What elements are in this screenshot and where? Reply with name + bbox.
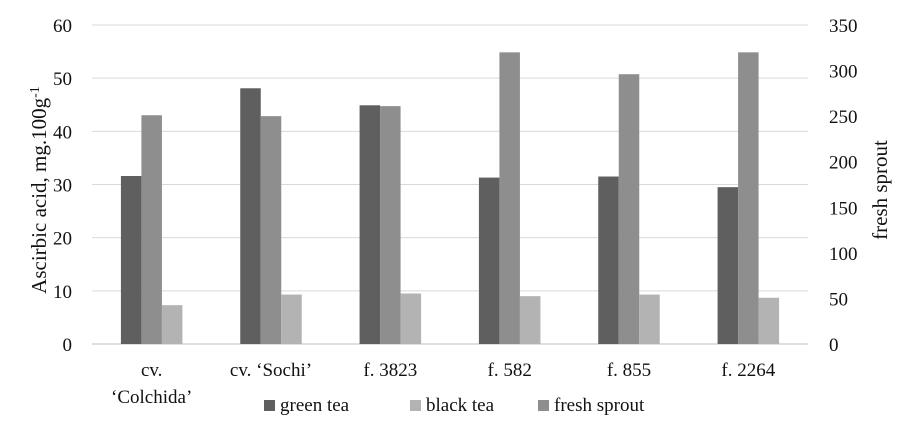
bar-black-tea xyxy=(161,305,183,344)
legend: green tea black tea fresh sprout xyxy=(264,395,645,416)
right-tick-label: 150 xyxy=(829,198,858,219)
legend-swatch xyxy=(538,400,549,411)
bar-fresh-sprout xyxy=(380,106,401,344)
right-tick-label: 300 xyxy=(829,62,858,83)
left-tick-label: 30 xyxy=(53,176,72,197)
right-tick-label: 0 xyxy=(829,335,839,356)
y-axis-title: Ascirbic acid, mg.100g-1 xyxy=(27,86,51,294)
y2-axis-title: fresh sprout xyxy=(868,140,892,240)
left-axis-ticks: 0 10 20 30 40 50 60 xyxy=(53,16,72,356)
left-tick-label: 40 xyxy=(53,122,72,143)
right-tick-label: 100 xyxy=(829,244,858,265)
left-tick-label: 60 xyxy=(53,16,72,37)
bar-fresh-sprout xyxy=(499,52,520,344)
bar-green-tea xyxy=(717,187,739,344)
legend-label: green tea xyxy=(280,395,350,416)
category-label: cv. ‘Colchida’ xyxy=(111,360,192,408)
right-tick-label: 350 xyxy=(829,16,858,37)
category-label: f. 582 xyxy=(488,360,532,381)
bar-green-tea xyxy=(598,176,619,344)
category-label: f. 2264 xyxy=(721,360,775,381)
left-tick-label: 10 xyxy=(53,282,72,303)
bar-black-tea xyxy=(400,293,422,344)
right-tick-label: 50 xyxy=(829,289,848,310)
legend-swatch xyxy=(264,400,275,411)
bar-black-tea xyxy=(519,296,541,344)
right-axis-ticks: 0 50 100 150 200 250 300 350 xyxy=(829,16,858,356)
gridlines xyxy=(92,24,808,345)
bar-fresh-sprout xyxy=(618,74,640,345)
bar-black-tea xyxy=(758,297,780,344)
left-tick-label: 0 xyxy=(63,335,73,356)
bar-black-tea xyxy=(639,294,660,344)
category-label: f. 855 xyxy=(607,360,651,381)
bar-fresh-sprout xyxy=(260,116,282,345)
legend-label: black tea xyxy=(426,395,495,416)
bars xyxy=(120,52,780,345)
left-tick-label: 50 xyxy=(53,69,72,90)
right-tick-label: 250 xyxy=(829,107,858,128)
bar-black-tea xyxy=(281,294,302,344)
bar-fresh-sprout xyxy=(141,115,162,344)
category-labels: cv. ‘Colchida’ cv. ‘Sochi’ f. 3823 f. 582 f. … xyxy=(111,360,776,408)
legend-label: fresh sprout xyxy=(554,395,645,416)
right-tick-label: 200 xyxy=(829,153,858,174)
left-tick-label: 20 xyxy=(53,229,72,250)
bar-fresh-sprout xyxy=(738,52,759,344)
category-label: f. 3823 xyxy=(363,360,417,381)
bar-green-tea xyxy=(120,175,142,344)
bar-green-tea xyxy=(359,105,381,344)
category-label: cv. ‘Sochi’ xyxy=(230,360,312,381)
bar-green-tea xyxy=(478,177,500,344)
legend-swatch xyxy=(410,400,421,411)
bar-green-tea xyxy=(240,88,261,344)
